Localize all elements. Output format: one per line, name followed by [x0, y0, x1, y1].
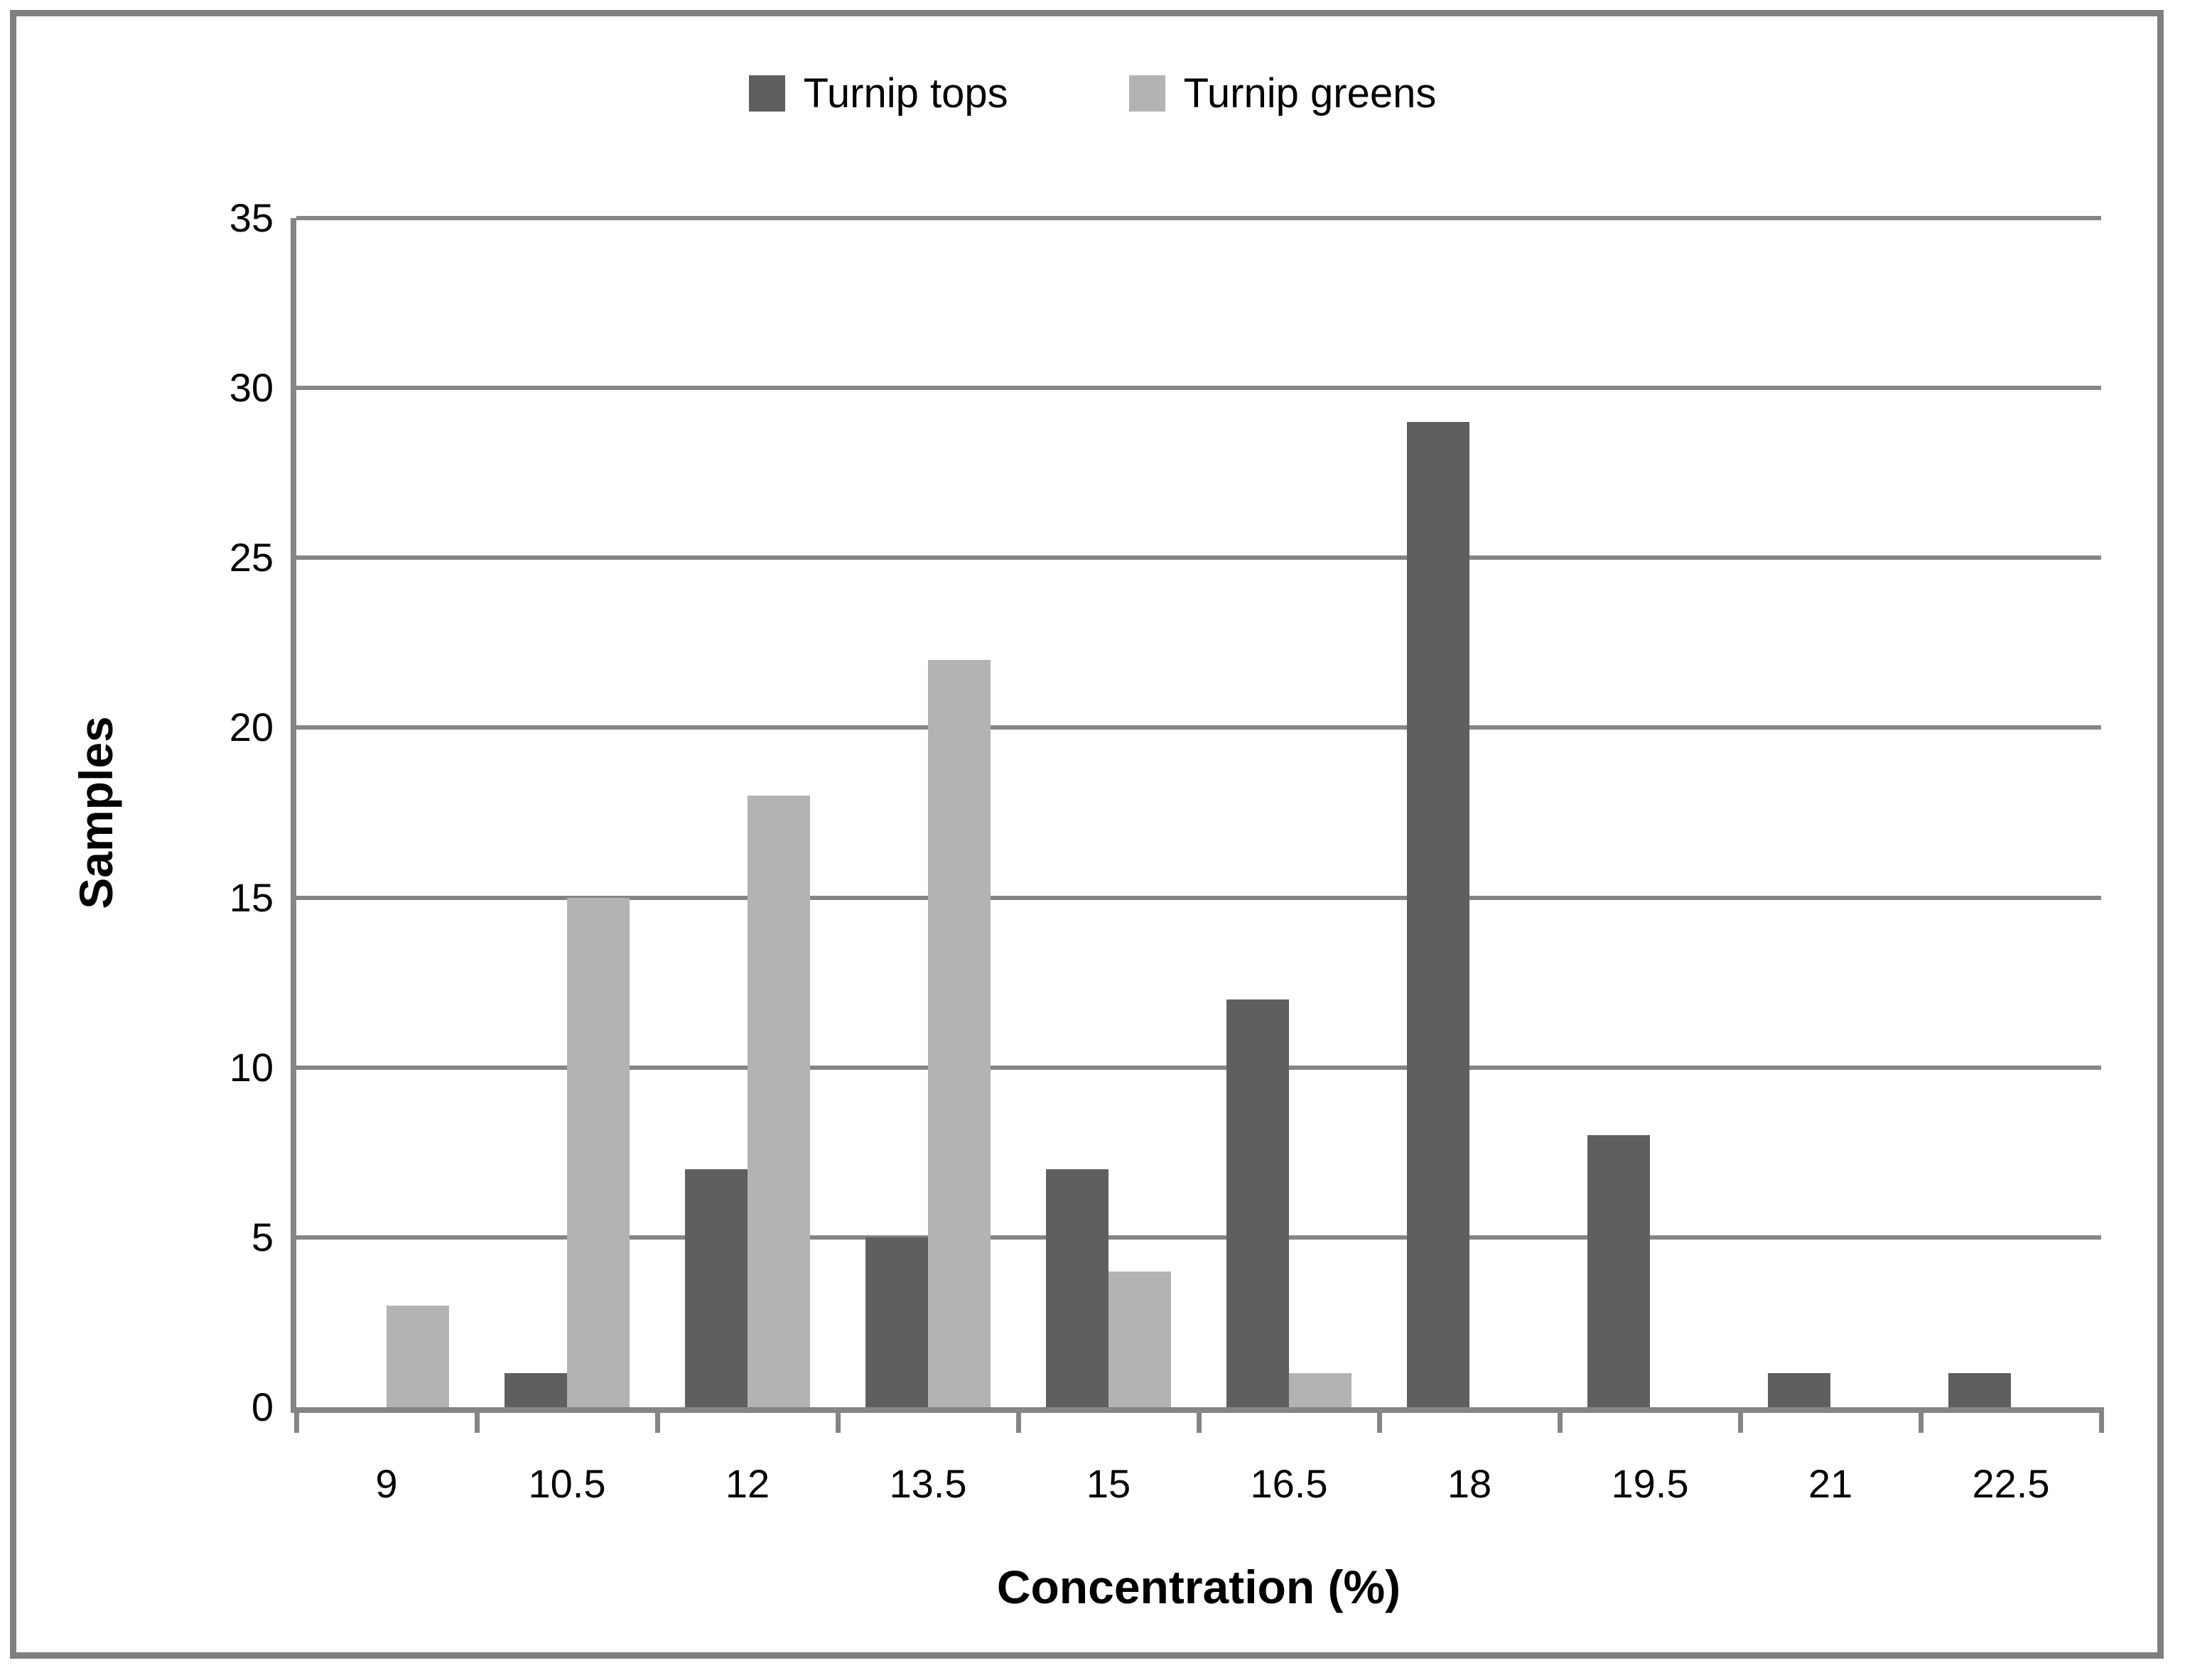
- y-tick-label-5: 5: [251, 1215, 274, 1259]
- x-axis-tick-mark: [836, 1407, 841, 1433]
- gridline-y-35: [296, 216, 2101, 220]
- bar-turnip-tops-13.5: [865, 1237, 928, 1407]
- legend-item-turnip-greens: Turnip greens: [1128, 70, 1437, 117]
- bar-turnip-tops-18: [1407, 422, 1469, 1407]
- gridline-y-30: [296, 386, 2101, 390]
- x-tick-label-18: 18: [1447, 1461, 1492, 1506]
- y-tick-label-0: 0: [251, 1384, 274, 1429]
- bar-turnip-tops-15: [1046, 1169, 1108, 1407]
- x-axis-tick-mark: [1016, 1407, 1021, 1433]
- legend-item-turnip-tops: Turnip tops: [748, 70, 1008, 117]
- bar-turnip-tops-16.5: [1226, 999, 1289, 1407]
- bar-turnip-tops-12: [685, 1169, 748, 1407]
- gridline-y-5: [296, 1235, 2101, 1240]
- y-tick-label-25: 25: [229, 535, 274, 580]
- gridline-y-10: [296, 1066, 2101, 1070]
- x-tick-label-16.5: 16.5: [1250, 1461, 1328, 1506]
- legend-swatch-turnip-tops-icon: [748, 75, 785, 112]
- x-tick-label-10.5: 10.5: [528, 1461, 606, 1506]
- x-tick-label-9: 9: [375, 1461, 398, 1506]
- x-axis-tick-mark: [2099, 1407, 2104, 1433]
- x-axis-tick-mark: [294, 1407, 299, 1433]
- y-tick-label-15: 15: [229, 875, 274, 920]
- x-axis-tick-mark: [1919, 1407, 1924, 1433]
- y-tick-label-30: 30: [229, 365, 274, 410]
- y-tick-label-35: 35: [229, 195, 274, 240]
- y-tick-label-20: 20: [229, 705, 274, 749]
- x-axis-tick-mark: [475, 1407, 480, 1433]
- gridline-y-25: [296, 556, 2101, 560]
- y-tick-label-10: 10: [229, 1045, 274, 1090]
- x-axis-tick-mark: [655, 1407, 660, 1433]
- bar-turnip-greens-16.5: [1289, 1373, 1352, 1407]
- x-axis-tick-mark: [1197, 1407, 1202, 1433]
- chart-frame: [10, 10, 2164, 1659]
- x-tick-label-22.5: 22.5: [1972, 1461, 2050, 1506]
- x-axis-tick-mark: [1738, 1407, 1743, 1433]
- gridline-y-20: [296, 725, 2101, 730]
- bar-turnip-greens-12: [748, 796, 810, 1407]
- x-tick-label-12: 12: [725, 1461, 770, 1506]
- gridline-y-15: [296, 896, 2101, 900]
- bar-turnip-tops-19.5: [1587, 1135, 1650, 1407]
- x-axis-tick-labels: 9 10.5 12 13.5 15 16.5 18 19.5 21 22.5: [296, 1460, 2101, 1510]
- x-axis-title: Concentration (%): [996, 1561, 1401, 1613]
- legend-label-turnip-tops: Turnip tops: [803, 70, 1008, 116]
- x-tick-label-15: 15: [1086, 1461, 1131, 1506]
- legend-label-turnip-greens: Turnip greens: [1183, 70, 1437, 116]
- legend-swatch-turnip-greens-icon: [1128, 75, 1165, 112]
- x-axis-tick-mark: [1377, 1407, 1382, 1433]
- bar-turnip-greens-15: [1108, 1272, 1171, 1407]
- plot-area: [291, 216, 2104, 1433]
- bar-turnip-tops-10.5: [505, 1373, 567, 1407]
- bar-turnip-tops-22.5: [1948, 1373, 2011, 1407]
- x-axis-tick-mark: [1558, 1407, 1563, 1433]
- x-tick-label-13.5: 13.5: [889, 1461, 967, 1506]
- x-tick-label-21: 21: [1808, 1461, 1853, 1506]
- bar-turnip-greens-13.5: [928, 660, 991, 1407]
- bar-turnip-tops-21: [1768, 1373, 1830, 1407]
- bar-turnip-greens-10.5: [567, 898, 630, 1407]
- legend: Turnip tops Turnip greens: [0, 70, 2185, 117]
- bar-turnip-greens-9: [387, 1306, 449, 1407]
- x-tick-label-19.5: 19.5: [1611, 1461, 1689, 1506]
